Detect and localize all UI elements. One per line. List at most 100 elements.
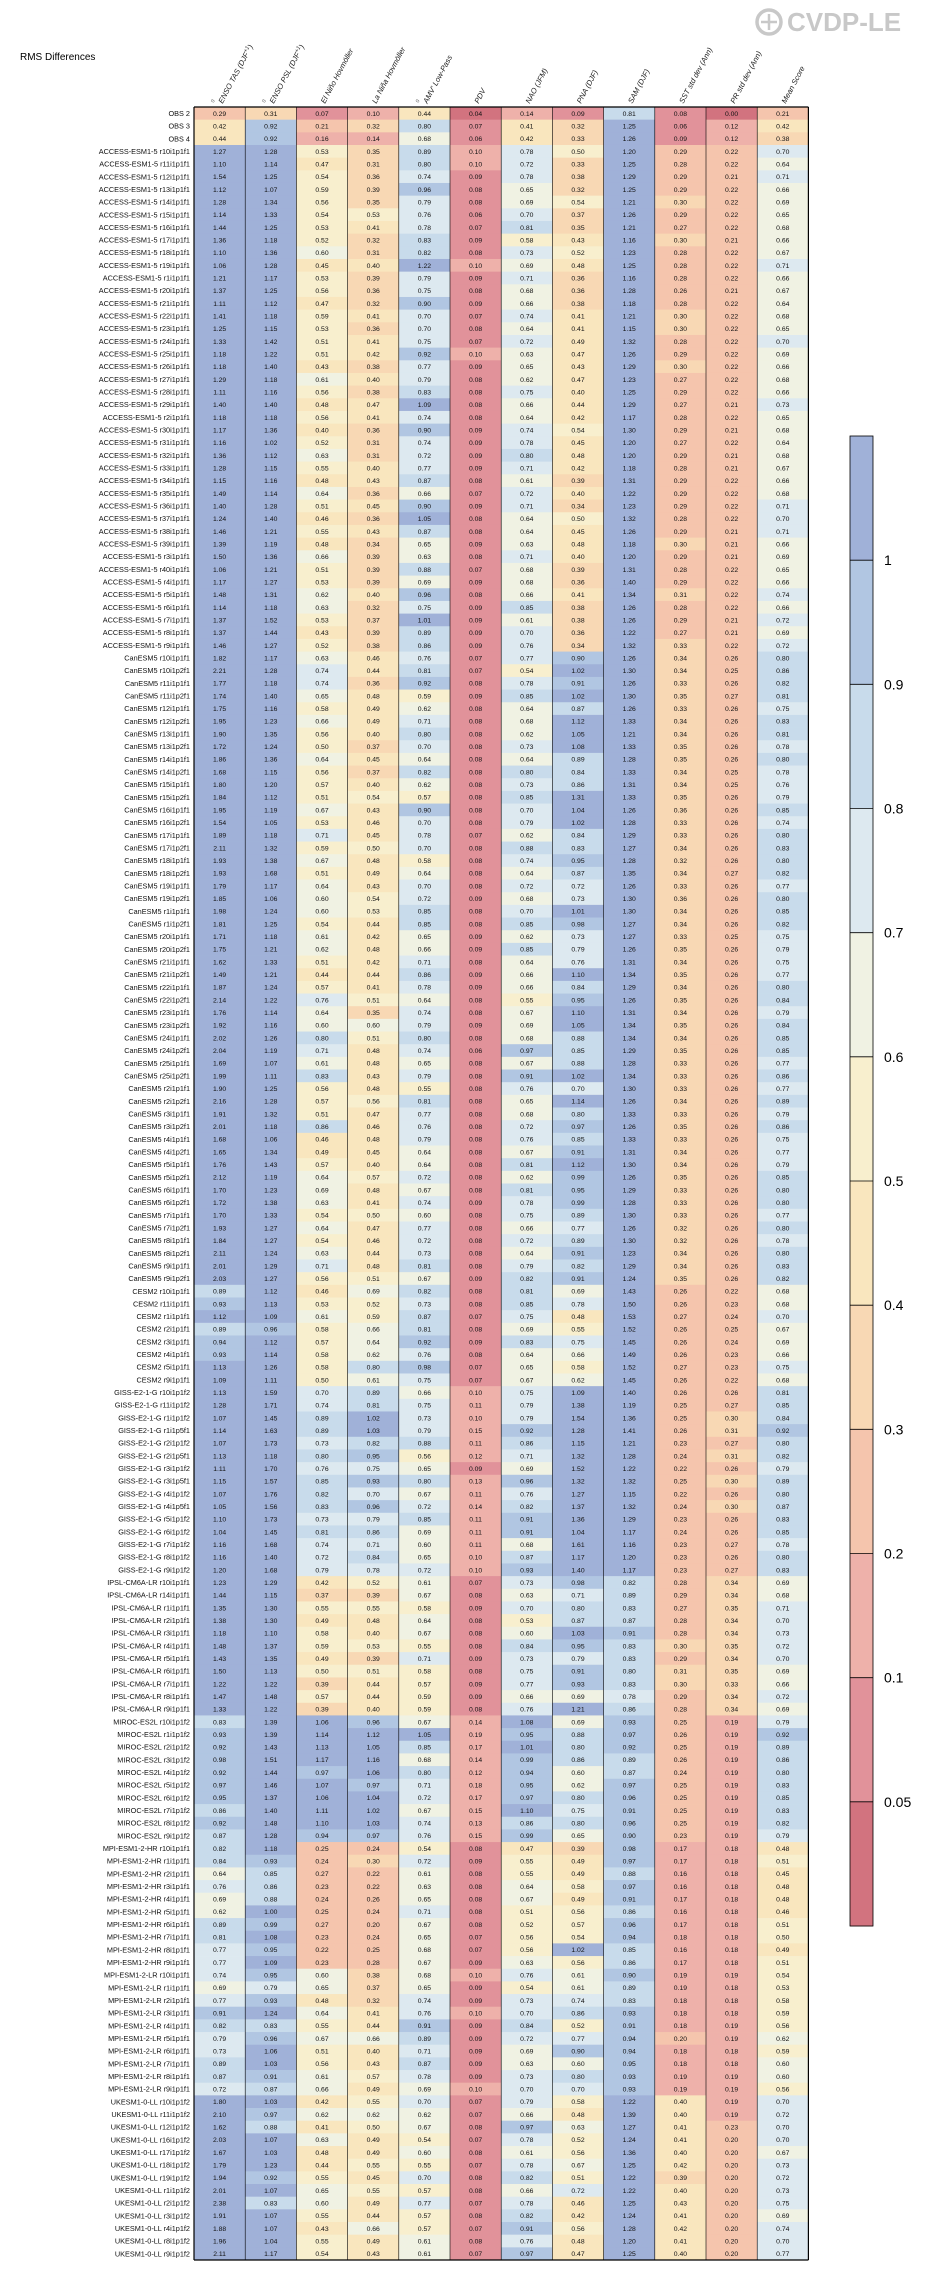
cell-value-label: 0.85 <box>520 693 533 700</box>
cell-value-label: 0.55 <box>367 2163 380 2170</box>
cell-value-label: 1.25 <box>623 2251 636 2258</box>
cell-value-label: 1.16 <box>623 237 636 244</box>
cell-value-label: 0.56 <box>776 2087 789 2094</box>
cell-value-label: 0.80 <box>571 1821 584 1828</box>
cell-value-label: 1.95 <box>213 807 226 814</box>
cell-value-label: 2.11 <box>213 845 226 852</box>
heatmap-cell <box>757 347 809 361</box>
cell-value-label: 0.80 <box>418 1770 431 1777</box>
cell-value-label: 0.60 <box>315 896 328 903</box>
cell-value-label: 0.79 <box>520 1263 533 1270</box>
cell-value-label: 0.29 <box>674 427 687 434</box>
cell-value-label: 0.39 <box>315 1707 328 1714</box>
cell-value-label: 1.57 <box>264 1479 277 1486</box>
cell-value-label: 0.51 <box>315 959 328 966</box>
heatmap-cell <box>398 676 450 690</box>
heatmap-cell <box>194 676 246 690</box>
cell-value-label: 0.25 <box>674 1808 687 1815</box>
colorbar-segment <box>850 808 873 934</box>
cell-value-label: 0.28 <box>674 250 687 257</box>
cell-value-label: 1.26 <box>623 1225 636 1232</box>
cell-value-label: 1.79 <box>213 883 226 890</box>
cell-value-label: 1.31 <box>623 959 636 966</box>
cell-value-label: 0.53 <box>315 820 328 827</box>
heatmap-cell <box>757 461 809 475</box>
cell-value-label: 1.15 <box>623 326 636 333</box>
cell-value-label: 1.28 <box>623 2226 636 2233</box>
cell-value-label: 0.41 <box>571 313 584 320</box>
cell-value-label: 0.86 <box>213 1808 226 1815</box>
cell-value-label: 0.79 <box>520 1415 533 1422</box>
cell-value-label: 1.32 <box>623 643 636 650</box>
heatmap-cell <box>654 334 706 349</box>
cell-value-label: 0.24 <box>315 1859 328 1866</box>
cell-value-label: 0.47 <box>571 2251 584 2258</box>
cell-value-label: 1.18 <box>623 541 636 548</box>
cell-value-label: 0.66 <box>776 579 789 586</box>
cell-value-label: 0.87 <box>520 1555 533 1562</box>
cell-value-label: 1.34 <box>623 1073 636 1080</box>
cell-value-label: 0.24 <box>725 1339 738 1346</box>
cell-value-label: 0.49 <box>367 2150 380 2157</box>
heatmap-cell <box>552 461 604 475</box>
heatmap-cell <box>706 651 758 665</box>
cell-value-label: 0.65 <box>418 1466 431 1473</box>
cell-value-label: 1.06 <box>213 263 226 270</box>
cell-value-label: 0.18 <box>674 2049 687 2056</box>
colorbar-segment <box>850 1056 873 1182</box>
cell-value-label: 0.20 <box>674 2036 687 2043</box>
cell-value-label: 0.29 <box>213 111 226 118</box>
cell-value-label: 0.64 <box>520 1352 533 1359</box>
cell-value-label: 0.20 <box>725 2188 738 2195</box>
cell-value-label: 1.27 <box>213 149 226 156</box>
cell-value-label: 0.62 <box>520 1175 533 1182</box>
cell-value-label: 0.27 <box>674 1605 687 1612</box>
heatmap-cell <box>347 360 399 374</box>
heatmap-cell <box>757 334 809 349</box>
cell-value-label: 0.92 <box>264 123 277 130</box>
cell-value-label: 0.22 <box>725 225 738 232</box>
cell-value-label: 0.77 <box>571 2036 584 2043</box>
cell-value-label: 1.44 <box>264 630 277 637</box>
cell-value-label: 0.80 <box>571 1605 584 1612</box>
cell-value-label: 0.60 <box>315 1023 328 1030</box>
cell-value-label: 0.88 <box>264 1897 277 1904</box>
cell-value-label: 0.47 <box>367 1225 380 1232</box>
cell-value-label: 0.06 <box>674 123 687 130</box>
cell-value-label: 0.48 <box>367 1048 380 1055</box>
cell-value-label: 0.71 <box>520 275 533 282</box>
cell-value-label: 1.80 <box>213 2099 226 2106</box>
heatmap-cell <box>245 233 297 247</box>
heatmap-cell <box>757 157 809 171</box>
cell-value-label: 1.80 <box>213 782 226 789</box>
cell-value-label: 1.40 <box>264 1808 277 1815</box>
cell-value-label: 1.45 <box>623 1377 636 1384</box>
cell-value-label: 0.72 <box>520 883 533 890</box>
cell-value-label: 0.08 <box>469 1251 482 1258</box>
cell-value-label: 0.81 <box>418 1099 431 1106</box>
heatmap-cell <box>501 575 553 589</box>
cell-value-label: 0.48 <box>315 402 328 409</box>
cell-value-label: 1.99 <box>213 1073 226 1080</box>
cell-value-label: 1.04 <box>213 1529 226 1536</box>
cell-value-label: 0.38 <box>367 389 380 396</box>
cell-value-label: 0.76 <box>520 1707 533 1714</box>
cell-value-label: 0.40 <box>367 782 380 789</box>
cell-value-label: 0.25 <box>674 1821 687 1828</box>
cell-value-label: 1.30 <box>623 1238 636 1245</box>
cell-value-label: 0.74 <box>776 2226 789 2233</box>
cell-value-label: 1.32 <box>623 339 636 346</box>
cell-value-label: 0.39 <box>315 1681 328 1688</box>
heatmap-cell <box>654 626 706 640</box>
cell-value-label: 1.35 <box>213 1605 226 1612</box>
cell-value-label: 1.75 <box>213 706 226 713</box>
heatmap-cell <box>706 588 758 602</box>
colorbar-segment <box>850 1429 873 1554</box>
heatmap-cell <box>194 575 246 589</box>
heatmap-cell <box>501 499 553 513</box>
cell-value-label: 0.25 <box>315 1846 328 1853</box>
heatmap-cell <box>296 157 348 171</box>
cell-value-label: 0.09 <box>469 630 482 637</box>
cell-value-label: 0.74 <box>315 1403 328 1410</box>
heatmap-cell <box>757 638 809 652</box>
